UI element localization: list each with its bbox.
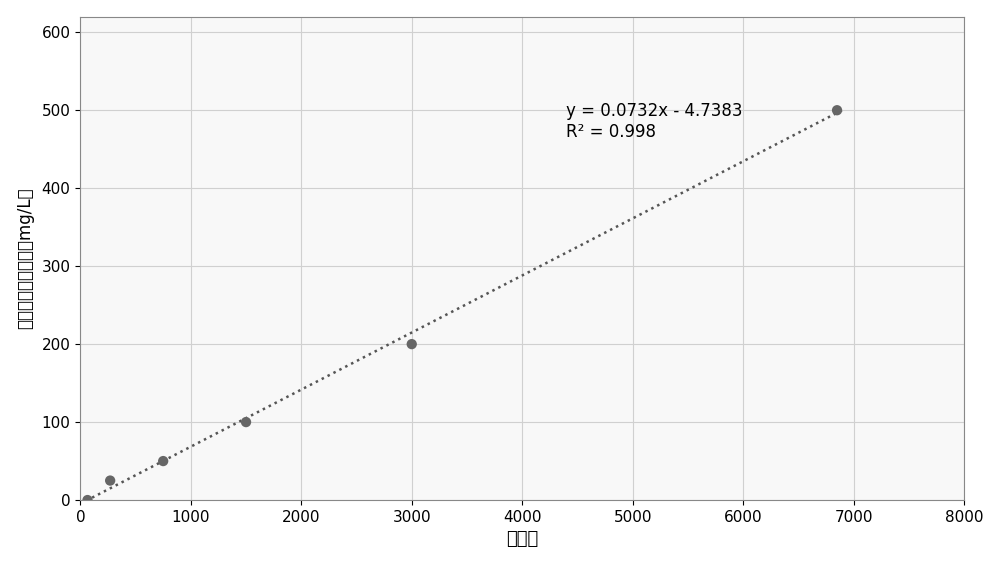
Point [155,457,171,466]
Point [102,476,118,485]
X-axis label: 峰面积: 峰面积 [506,531,538,549]
Point [80,496,96,505]
Point [238,418,254,427]
Point [829,106,845,115]
Text: y = 0.0732x - 4.7383
R² = 0.998: y = 0.0732x - 4.7383 R² = 0.998 [566,102,743,141]
Point [404,340,420,349]
Y-axis label: 双烯他克莫同浓度（mg/L）: 双烯他克莫同浓度（mg/L） [17,188,35,329]
